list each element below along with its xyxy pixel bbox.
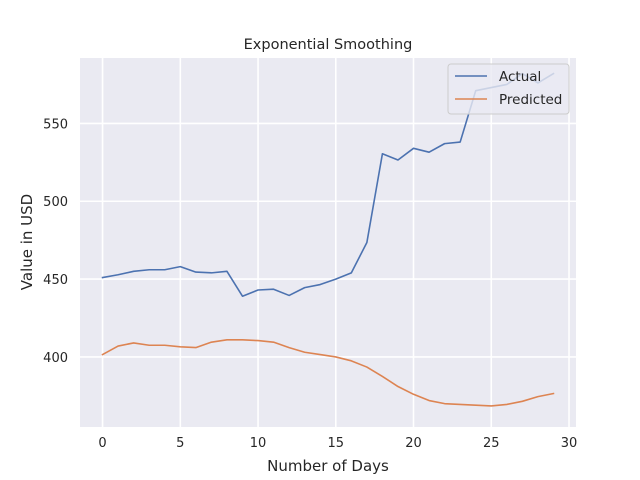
legend: Actual Predicted (447, 63, 570, 115)
x-tick-label: 30 (561, 436, 578, 451)
y-tick-label: 550 (43, 117, 68, 132)
plot-area (80, 58, 576, 427)
x-axis-label: Number of Days (267, 457, 389, 475)
grid (80, 58, 576, 427)
y-axis-label: Value in USD (18, 194, 36, 290)
x-tick-label: 0 (98, 436, 106, 451)
x-tick-label: 10 (250, 436, 267, 451)
legend-label-actual: Actual (499, 69, 541, 85)
y-tick-label: 400 (43, 351, 68, 366)
y-tick-label: 500 (43, 195, 68, 210)
x-tick-labels: 0 5 10 15 20 25 30 (98, 436, 577, 451)
x-tick-label: 20 (405, 436, 422, 451)
chart-title: Exponential Smoothing (244, 37, 413, 53)
legend-label-predicted: Predicted (499, 92, 562, 108)
y-tick-label: 450 (43, 273, 68, 288)
x-tick-label: 5 (176, 436, 184, 451)
x-tick-label: 15 (328, 436, 345, 451)
x-tick-label: 25 (483, 436, 500, 451)
series-line-predicted (101, 339, 555, 407)
y-tick-labels: 400 450 500 550 (43, 117, 68, 366)
